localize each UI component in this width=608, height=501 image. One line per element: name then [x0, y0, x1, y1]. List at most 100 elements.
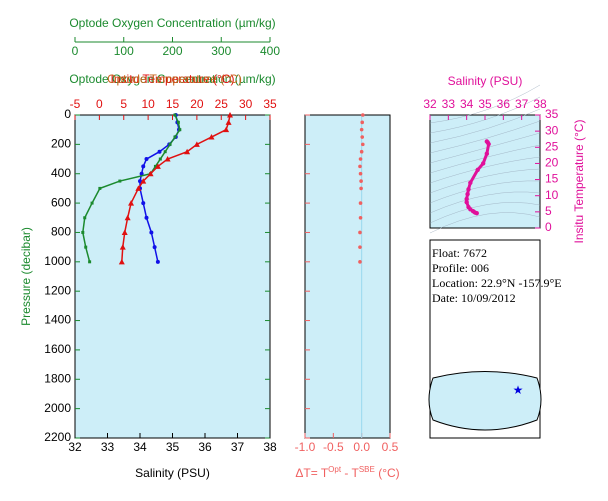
x-axis-label-part: - T: [341, 466, 359, 480]
ts-point: [464, 196, 469, 202]
density-contour: [429, 96, 541, 134]
x-tick-label: 0.0: [353, 440, 370, 454]
ts-y-tick-label: 25: [545, 139, 559, 153]
delta-point: [359, 127, 364, 132]
profile-point: [184, 148, 191, 155]
profile-point: [178, 128, 182, 132]
ts-point: [474, 210, 479, 216]
ts-point: [486, 141, 491, 147]
x2-tick-label: 300: [211, 44, 231, 58]
profile-point: [81, 230, 85, 234]
y-tick-label: 1400: [44, 313, 71, 327]
profile-point: [141, 201, 146, 206]
y-tick-label: 1000: [44, 254, 71, 268]
ts-point: [468, 180, 473, 185]
x2-tick-label: 200: [162, 44, 182, 58]
y-tick-label: 200: [51, 137, 71, 151]
x-tick-label: 34: [133, 440, 147, 454]
x-axis-label: ΔT= TOpt - TSBE (°C): [295, 465, 399, 481]
density-contour: [429, 84, 541, 124]
profile-point: [208, 134, 215, 140]
x-tick-label: -0.5: [323, 440, 344, 454]
delta-point: [358, 171, 363, 176]
delta-point: [358, 215, 363, 220]
profile-point: [144, 215, 149, 220]
x3-axis-label: Insitu Temperature (°C): [111, 72, 235, 86]
profile-point: [135, 185, 142, 191]
x-axis-label-part: Opt: [328, 465, 342, 474]
density-contour: [429, 191, 541, 214]
profile-point: [176, 120, 180, 124]
ts-y-tick-label: 15: [545, 172, 559, 186]
density-contour: [429, 180, 541, 204]
delta-point: [360, 120, 365, 125]
x-tick-label: 37: [231, 440, 245, 454]
x-axis-label: Salinity (PSU): [135, 466, 210, 480]
profile-point: [144, 157, 149, 162]
ts-x-tick-label: 36: [497, 97, 511, 111]
profile-point: [118, 179, 122, 183]
profile-point: [138, 179, 142, 184]
x-axis-label-part: ΔT= T: [295, 466, 328, 480]
x2-tick-label: 100: [114, 44, 134, 58]
x3-tick-label: 0: [96, 97, 103, 111]
ts-x-tick-label: 33: [442, 97, 456, 111]
profile-point: [193, 141, 200, 147]
delta-point: [358, 201, 363, 205]
density-contour: [429, 202, 541, 224]
x-tick-label: 33: [101, 440, 115, 454]
ts-point: [465, 191, 470, 197]
profile-point: [223, 126, 230, 133]
x-tick-label: 36: [198, 440, 212, 454]
delta-point: [361, 142, 365, 147]
delta-point: [358, 245, 362, 249]
plot-area: [429, 114, 541, 229]
x3-tick-label: 25: [215, 97, 229, 111]
x3-tick-label: 30: [239, 97, 253, 111]
ts-y-tick-label: 10: [545, 188, 559, 202]
y-tick-label: 400: [51, 166, 71, 180]
x-tick-label: 32: [68, 440, 82, 454]
ts-x-tick-label: 37: [515, 97, 529, 111]
density-contour: [429, 108, 541, 144]
y-tick-label: 0: [64, 107, 71, 121]
y-tick-label: 1600: [44, 342, 71, 356]
profile-point: [124, 214, 131, 221]
profile-point: [140, 178, 147, 184]
x-axis-label-part: (°C): [375, 466, 400, 480]
profile-point: [88, 260, 92, 264]
x3-tick-label: 20: [190, 97, 204, 111]
x-tick-label: 35: [166, 440, 180, 454]
y-axis-label: Pressure (decibar): [19, 227, 33, 326]
y-tick-label: 2000: [44, 401, 71, 415]
x2-axis-label: Optode Oxygen Concentration (µm/kg): [69, 16, 275, 30]
ts-x-tick-label: 34: [460, 97, 474, 111]
x-tick-label: -1.0: [295, 440, 316, 454]
profile-point: [139, 171, 144, 176]
x3-tick-label: 5: [120, 97, 127, 111]
profile-point: [128, 200, 135, 206]
profile-point: [84, 245, 88, 249]
ts-y-tick-label: 20: [545, 156, 559, 170]
y-tick-label: 600: [51, 195, 71, 209]
delta-point: [358, 164, 362, 169]
y-tick-label: 2200: [44, 430, 71, 444]
x-tick-label: 38: [263, 440, 277, 454]
delta-point: [358, 260, 362, 264]
info-float: Float: 7672: [432, 246, 487, 260]
ts-point: [484, 151, 490, 156]
info-profile: Profile: 006: [432, 261, 489, 275]
profile-point: [225, 119, 232, 125]
y-tick-label: 800: [51, 225, 71, 239]
x3-tick-label: 10: [141, 97, 155, 111]
profile-point: [141, 164, 146, 169]
ts-y-tick-label: 30: [545, 123, 559, 137]
profile-point: [153, 164, 157, 168]
ts-y-axis-label: Insitu Temperature (°C): [572, 120, 586, 244]
profile-point: [147, 170, 154, 177]
profile-point: [121, 229, 128, 235]
profile-point: [118, 258, 125, 265]
plot-area: [304, 114, 391, 439]
ts-y-tick-label: 0: [545, 220, 552, 234]
